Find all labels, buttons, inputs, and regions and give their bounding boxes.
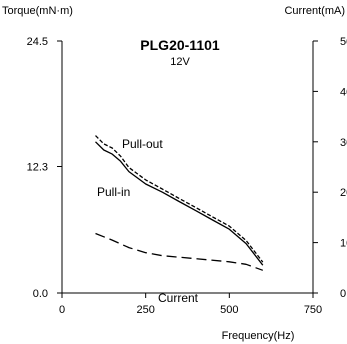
y-left-tick-label: 0.0 (33, 288, 48, 300)
ticks: 0.0 12.3 24.5 0 100 200 300 400 500 0 250 500 750 (27, 36, 347, 316)
y-right-tick-label: 0 (340, 288, 346, 300)
x-tick-label: 750 (304, 304, 322, 316)
y-right-tick-label: 200 (340, 187, 347, 199)
pull-in-label: Pull-in (97, 185, 130, 199)
y-right-tick-label: 100 (340, 238, 347, 250)
x-tick-label: 0 (59, 304, 65, 316)
chart-title: PLG20-1101 (140, 37, 220, 53)
series-pull-out-line (95, 135, 264, 263)
y-right-tick-label: 500 (340, 36, 347, 48)
x-tick-label: 250 (136, 304, 154, 316)
axes (61, 41, 314, 294)
y-right-axis-title: Current(mA) (284, 5, 345, 17)
chart-subtitle: 12V (170, 56, 190, 68)
y-right-tick-label: 300 (340, 137, 347, 149)
y-left-tick-label: 24.5 (27, 36, 48, 48)
y-right-tick-label: 400 (340, 86, 347, 98)
y-left-axis-title: Torque(mN·m) (2, 5, 73, 17)
pull-out-label: Pull-out (122, 137, 163, 151)
current-label: Current (158, 291, 199, 305)
series-current-line (95, 232, 264, 271)
x-tick-label: 500 (220, 304, 238, 316)
y-left-tick-label: 12.3 (27, 161, 48, 173)
series-lines (95, 135, 264, 271)
x-axis-title: Frequency(Hz) (222, 330, 295, 342)
series-pull-in-line (95, 141, 264, 266)
